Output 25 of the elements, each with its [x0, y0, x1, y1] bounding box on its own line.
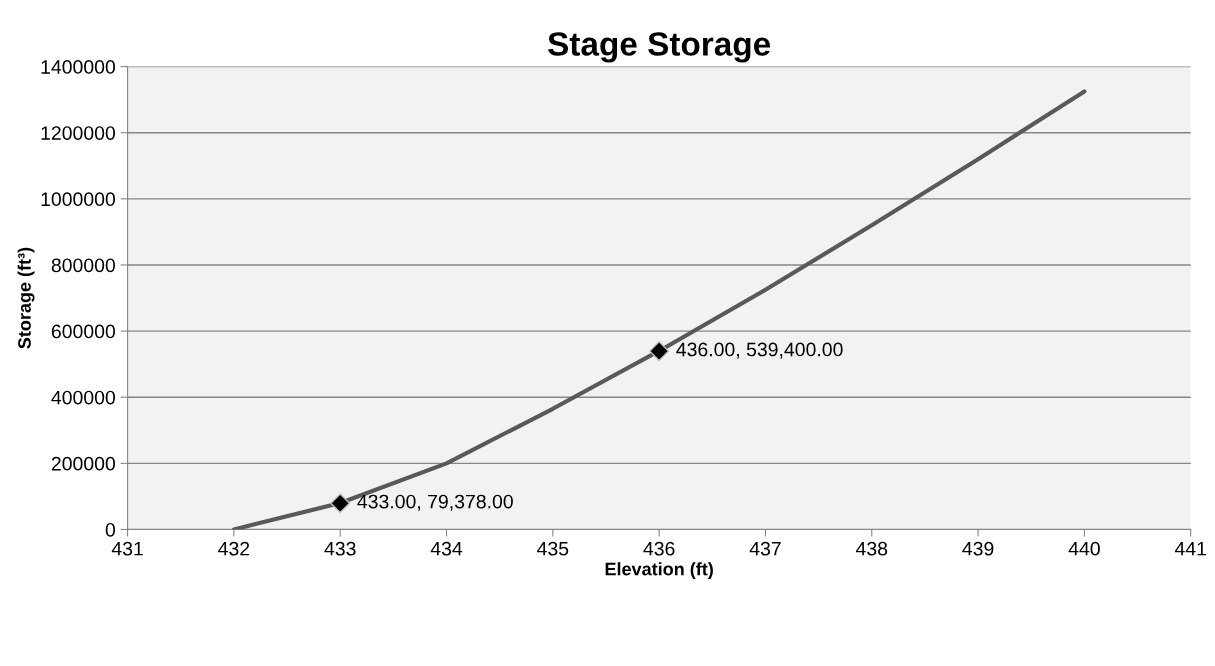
y-tick-label: 1400000	[41, 60, 116, 74]
x-tick-label: 432	[218, 541, 250, 556]
line-series	[231, 89, 1087, 530]
data-label: 433.00, 79,378.00	[357, 494, 513, 511]
x-tick-label: 438	[855, 541, 888, 556]
x-tick-label: 440	[1068, 541, 1100, 556]
y-axis-title: Storage (ft³)	[17, 247, 35, 349]
x-tick-label: 435	[537, 541, 569, 556]
x-tick-label: 439	[962, 541, 994, 556]
y-tick-label: 200000	[51, 456, 116, 471]
x-tick-label: 431	[111, 541, 143, 556]
x-tick-label: 437	[749, 541, 781, 556]
y-tick-label: 1200000	[41, 126, 116, 140]
y-tick-label: 1000000	[41, 192, 116, 207]
x-tick-label: 434	[430, 541, 463, 556]
x-tick-label: 436	[643, 541, 675, 556]
chart-title: Stage Storage	[548, 32, 771, 63]
data-label: 436.00, 539,400.00	[676, 342, 843, 359]
x-tick-label: 441	[1174, 541, 1206, 556]
y-tick-label: 400000	[51, 390, 116, 405]
x-axis-title: Elevation (ft)	[605, 562, 713, 580]
x-tick-label: 433	[324, 541, 356, 556]
y-tick-label: 600000	[51, 324, 116, 339]
y-tick-label: 800000	[51, 258, 116, 273]
y-tick-label: 0	[105, 522, 116, 537]
